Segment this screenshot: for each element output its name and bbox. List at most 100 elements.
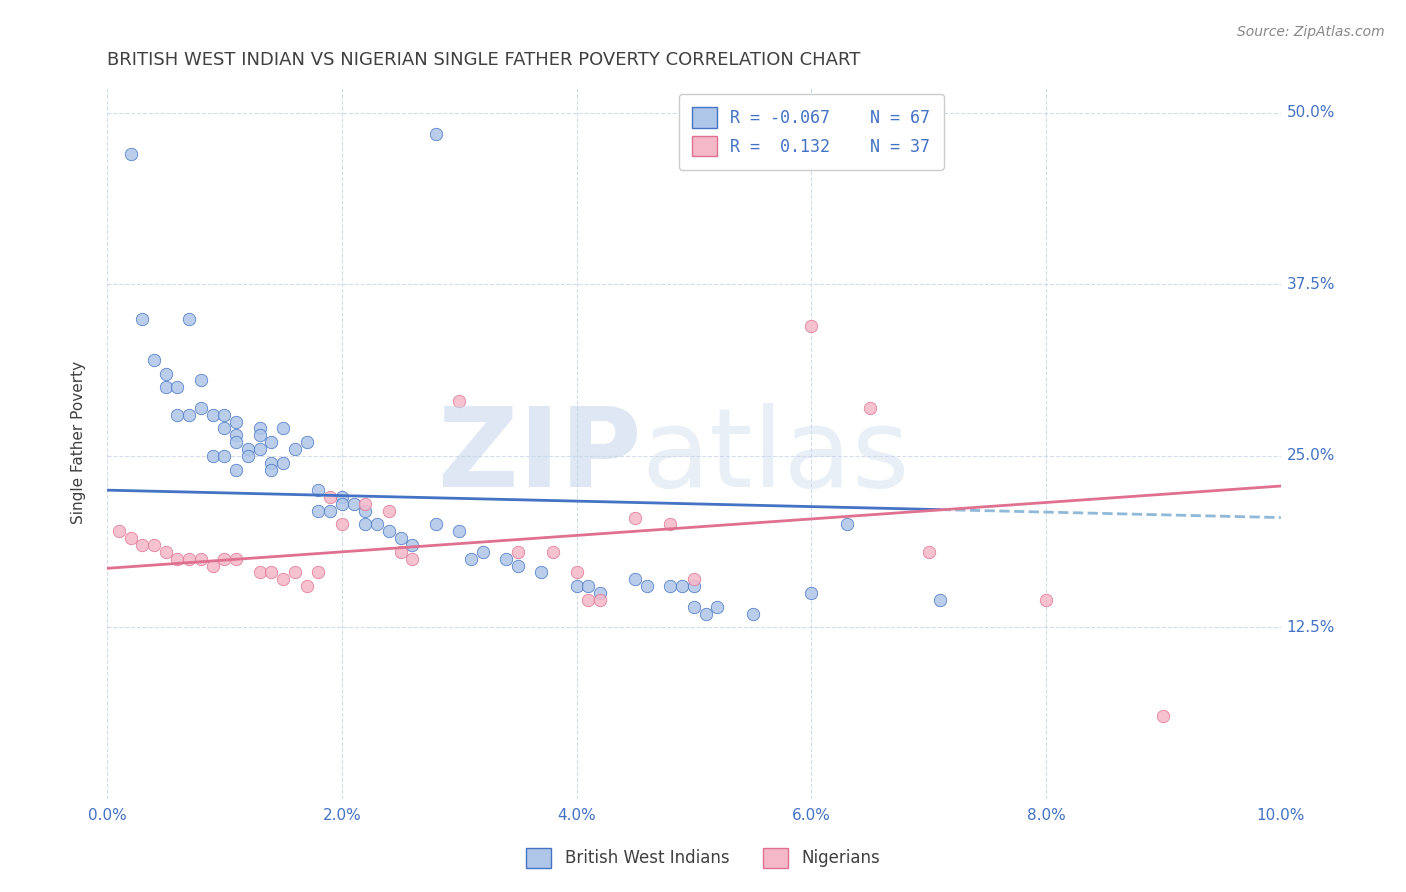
Point bbox=[401, 538, 423, 552]
Point bbox=[471, 545, 494, 559]
Point bbox=[108, 524, 131, 539]
Point bbox=[166, 551, 188, 566]
Text: 50.0%: 50.0% bbox=[1286, 105, 1336, 120]
Point bbox=[378, 504, 401, 518]
Point bbox=[800, 586, 823, 600]
Point bbox=[284, 442, 307, 456]
Point bbox=[225, 551, 247, 566]
Point bbox=[120, 147, 142, 161]
Point bbox=[284, 566, 307, 580]
Point bbox=[330, 497, 353, 511]
Point bbox=[225, 428, 247, 442]
Text: 25.0%: 25.0% bbox=[1286, 449, 1336, 463]
Point bbox=[929, 593, 952, 607]
Point bbox=[179, 408, 201, 422]
Point bbox=[214, 449, 236, 463]
Point bbox=[131, 311, 153, 326]
Legend: British West Indians, Nigerians: British West Indians, Nigerians bbox=[520, 841, 886, 875]
Point bbox=[190, 401, 212, 415]
Point bbox=[706, 599, 728, 614]
Point bbox=[378, 524, 401, 539]
Point bbox=[214, 421, 236, 435]
Point bbox=[166, 380, 188, 394]
Point bbox=[295, 579, 318, 593]
Text: Source: ZipAtlas.com: Source: ZipAtlas.com bbox=[1237, 25, 1385, 39]
Point bbox=[541, 545, 564, 559]
Point bbox=[166, 408, 188, 422]
Point bbox=[835, 517, 858, 532]
Point bbox=[260, 462, 283, 476]
Point bbox=[120, 531, 142, 545]
Point bbox=[565, 566, 588, 580]
Point bbox=[389, 531, 412, 545]
Point bbox=[214, 551, 236, 566]
Legend: R = -0.067    N = 67, R =  0.132    N = 37: R = -0.067 N = 67, R = 0.132 N = 37 bbox=[679, 94, 943, 169]
Point bbox=[319, 504, 342, 518]
Point bbox=[307, 504, 329, 518]
Point bbox=[695, 607, 717, 621]
Point bbox=[236, 442, 259, 456]
Point bbox=[249, 421, 271, 435]
Point bbox=[683, 599, 706, 614]
Point bbox=[179, 551, 201, 566]
Point bbox=[354, 504, 377, 518]
Point bbox=[330, 517, 353, 532]
Point bbox=[918, 545, 941, 559]
Point bbox=[295, 435, 318, 450]
Point bbox=[307, 483, 329, 497]
Point bbox=[659, 517, 682, 532]
Point bbox=[506, 558, 529, 573]
Point bbox=[319, 490, 342, 504]
Point bbox=[636, 579, 658, 593]
Point bbox=[155, 380, 177, 394]
Point bbox=[659, 579, 682, 593]
Point bbox=[225, 435, 247, 450]
Point bbox=[624, 572, 647, 586]
Point bbox=[201, 449, 224, 463]
Point bbox=[859, 401, 882, 415]
Point bbox=[271, 421, 294, 435]
Point bbox=[236, 449, 259, 463]
Point bbox=[190, 373, 212, 387]
Text: atlas: atlas bbox=[641, 403, 910, 510]
Point bbox=[225, 462, 247, 476]
Point bbox=[260, 566, 283, 580]
Point bbox=[260, 456, 283, 470]
Point bbox=[155, 367, 177, 381]
Point bbox=[576, 593, 599, 607]
Point bbox=[589, 593, 612, 607]
Point bbox=[741, 607, 763, 621]
Point bbox=[155, 545, 177, 559]
Text: BRITISH WEST INDIAN VS NIGERIAN SINGLE FATHER POVERTY CORRELATION CHART: BRITISH WEST INDIAN VS NIGERIAN SINGLE F… bbox=[107, 51, 860, 69]
Point bbox=[201, 558, 224, 573]
Point bbox=[460, 551, 482, 566]
Point bbox=[425, 517, 447, 532]
Point bbox=[589, 586, 612, 600]
Text: 37.5%: 37.5% bbox=[1286, 277, 1336, 292]
Point bbox=[624, 510, 647, 524]
Point bbox=[190, 551, 212, 566]
Point bbox=[389, 545, 412, 559]
Point bbox=[401, 551, 423, 566]
Point bbox=[354, 517, 377, 532]
Point bbox=[1152, 709, 1174, 723]
Point bbox=[271, 456, 294, 470]
Point bbox=[506, 545, 529, 559]
Point bbox=[143, 538, 166, 552]
Point bbox=[1035, 593, 1057, 607]
Point bbox=[249, 428, 271, 442]
Point bbox=[249, 442, 271, 456]
Point bbox=[576, 579, 599, 593]
Point bbox=[143, 352, 166, 367]
Point bbox=[131, 538, 153, 552]
Point bbox=[565, 579, 588, 593]
Y-axis label: Single Father Poverty: Single Father Poverty bbox=[72, 360, 86, 524]
Point bbox=[330, 490, 353, 504]
Point bbox=[366, 517, 388, 532]
Point bbox=[307, 566, 329, 580]
Point bbox=[214, 408, 236, 422]
Point bbox=[342, 497, 364, 511]
Point bbox=[671, 579, 693, 593]
Point bbox=[683, 579, 706, 593]
Point bbox=[225, 415, 247, 429]
